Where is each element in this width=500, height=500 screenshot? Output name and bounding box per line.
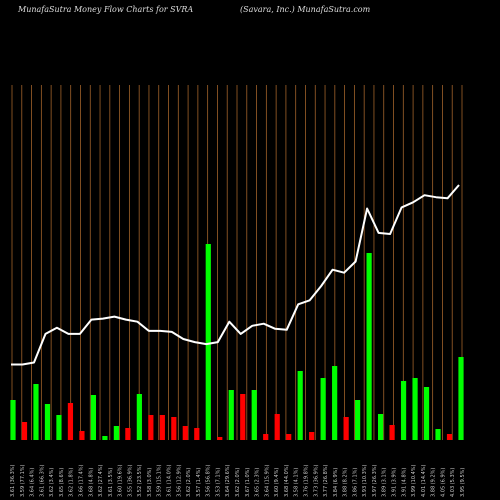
x-tick-label: 3.66 (17.4%): [78, 464, 84, 497]
x-tick-label: 3.65 (2.3%): [255, 468, 261, 497]
x-tick-label: 3.61 (3.5%): [108, 468, 114, 497]
x-tick-label: 3.61 (36.3%): [10, 464, 16, 497]
volume-bar: [400, 381, 407, 440]
x-tick-label: 3.58 (3.0%): [147, 468, 153, 497]
volume-bar: [182, 426, 188, 440]
volume-bar: [343, 417, 349, 440]
x-tick-label: 3.62 (1.8%): [69, 468, 75, 497]
x-tick-label: 3.62 (27.4%): [98, 464, 104, 497]
x-tick-label: 3.64 (15.9%): [264, 464, 270, 497]
x-tick-label: 4.05 (6.9%): [440, 468, 446, 497]
volume-bar: [21, 422, 28, 440]
volume-bar: [67, 403, 74, 440]
volume-bar: [274, 414, 280, 440]
x-tick-label: 3.62 (2.0%): [186, 468, 192, 497]
volume-bar: [56, 415, 62, 440]
chart-title: MunafaSutra Money Flow Charts for SVRA: [18, 5, 194, 14]
volume-bar: [240, 394, 246, 440]
x-tick-label: 4.01 (14.4%): [421, 464, 427, 497]
grid-lines: [11, 85, 463, 440]
x-tick-label: 3.67 (1.0%): [245, 468, 251, 497]
x-tick-label: 3.76 (19.8%): [303, 464, 309, 497]
x-tick-label: 3.58 (4.1%): [294, 468, 300, 497]
volume-bar: [228, 390, 234, 440]
volume-bar: [102, 436, 108, 440]
price-series-line: [11, 184, 460, 366]
chart-header: MunafaSutra Money Flow Charts for SVRA (…: [0, 5, 500, 21]
x-tick-label: 3.56 (56.8%): [206, 464, 212, 497]
x-tick-label: 3.88 (8.2%): [343, 468, 349, 497]
x-tick-label: 3.61 (66.3%): [39, 464, 45, 497]
x-tick-label: 3.68 (44.0%): [284, 464, 290, 497]
x-tick-label: 3.93 (10.3%): [362, 464, 368, 497]
volume-bar: [136, 394, 142, 440]
volume-bar: [320, 378, 326, 440]
volume-bar: [309, 432, 315, 440]
x-tick-label: 3.52 (23.5%): [137, 464, 143, 497]
x-tick-label: 3.55 (36.9%): [127, 464, 133, 497]
x-tick-label: 3.99 (10.4%): [411, 464, 417, 497]
x-tick-label: 3.89 (3.1%): [382, 468, 388, 497]
volume-bar: [286, 434, 292, 440]
volume-bar: [171, 417, 177, 440]
x-tick-label: 3.91 (4.8%): [401, 468, 407, 497]
x-tick-label: 3.62 (2.0%): [235, 468, 241, 497]
x-tick-label: 3.62 (3.4%): [49, 468, 55, 497]
x-tick-label: 3.95 (9.5%): [460, 468, 466, 497]
volume-bar: [389, 425, 395, 440]
x-tick-label: 3.84 (6.9%): [333, 468, 339, 497]
volume-bar: [79, 431, 85, 440]
x-tick-label: 3.97 (26.3%): [372, 464, 378, 497]
x-tick-label: 3.73 (36.9%): [313, 464, 319, 497]
volume-bar: [263, 434, 269, 440]
volume-bar: [435, 429, 441, 440]
volume-bar: [205, 244, 211, 440]
x-tick-label: 3.57 (1.4%): [196, 468, 202, 497]
x-tick-label: 3.64 (6.4%): [30, 468, 36, 497]
x-tick-label: 3.56 (12.9%): [176, 464, 182, 497]
chart-subtitle: (Savara, Inc.) MunafaSutra.com: [240, 5, 371, 14]
x-tick-label: 3.53 (7.1%): [215, 468, 221, 497]
x-tick-label: 3.91 (3.9%): [392, 468, 398, 497]
volume-bar: [148, 415, 154, 440]
volume-bar: [377, 414, 384, 440]
price-line: [11, 184, 460, 366]
volume-bar: [90, 395, 97, 440]
x-tick-label: 3.86 (7.1%): [352, 468, 358, 497]
volume-bar: [355, 400, 361, 440]
x-tick-label: 3.88 (9.2%): [431, 468, 437, 497]
volume-bar: [10, 400, 16, 440]
x-tick-label: 3.61 (14.0%): [167, 464, 173, 497]
x-tick-label: 3.59 (77.1%): [20, 464, 26, 497]
volume-bar: [125, 428, 131, 440]
x-tick-label: 3.60 (19.6%): [118, 464, 124, 497]
x-tick-label: 3.77 (26.8%): [323, 464, 329, 497]
volume-bar: [297, 371, 303, 440]
volume-bar: [217, 437, 223, 440]
volume-bar: [366, 253, 372, 440]
volume-bar: [194, 428, 200, 440]
volume-bar: [423, 387, 430, 440]
x-tick-label: 3.59 (15.1%): [157, 464, 163, 497]
volume-bar: [332, 366, 338, 440]
x-tick-label: 4.03 (5.3%): [450, 468, 456, 497]
x-tick-label: 3.68 (4.8%): [88, 468, 94, 497]
x-tick-label: 3.60 (9.4%): [274, 468, 280, 497]
x-tick-label: 3.64 (29.6%): [225, 464, 231, 497]
volume-bar: [33, 384, 39, 440]
volume-bars: [10, 244, 464, 440]
volume-bar: [159, 415, 165, 440]
x-tick-labels: 3.61 (36.3%) 3.59 (77.1%) 3.64 (6.4%) 3.61 …: [10, 464, 466, 497]
volume-bar: [458, 357, 464, 440]
volume-bar: [113, 426, 119, 440]
volume-bar: [412, 378, 418, 440]
volume-bar: [251, 390, 257, 440]
volume-bar: [446, 434, 453, 440]
x-tick-label: 3.65 (8.6%): [59, 468, 65, 497]
volume-bar: [44, 404, 51, 440]
